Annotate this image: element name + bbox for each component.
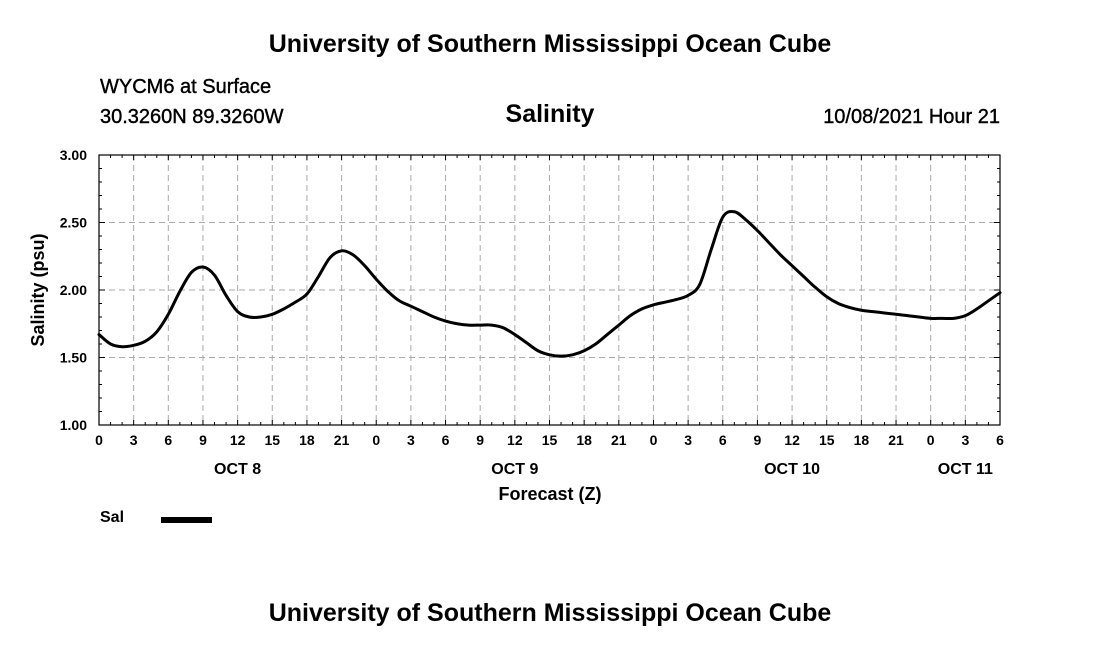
x-axis-label: Forecast (Z): [498, 484, 601, 504]
x-tick-label: 3: [407, 432, 415, 448]
x-tick-label: 18: [576, 432, 592, 448]
x-tick-label: 12: [507, 432, 523, 448]
x-tick-label: 6: [719, 432, 727, 448]
y-tick-label: 3.00: [60, 147, 87, 163]
x-tick-label: 21: [888, 432, 904, 448]
y-tick-label: 1.50: [60, 350, 87, 366]
x-tick-label: 15: [542, 432, 558, 448]
x-tick-label: 21: [611, 432, 627, 448]
axis-ticks: [98, 154, 1001, 426]
series-line-sal: [97, 209, 1002, 358]
x-tick-label: 12: [784, 432, 800, 448]
date-labels: OCT 8 OCT 9 OCT 10 OCT 11: [214, 461, 993, 478]
date-label: OCT 9: [491, 461, 538, 478]
x-tick-label: 6: [442, 432, 450, 448]
date-label: OCT 11: [938, 461, 993, 478]
x-tick-label: 18: [854, 432, 870, 448]
page-title: University of Southern Mississippi Ocean…: [268, 30, 832, 58]
date-label: OCT 10: [764, 461, 820, 478]
x-tick-label: 21: [334, 432, 350, 448]
x-tick-label: 12: [230, 432, 246, 448]
y-tick-label: 2.00: [60, 282, 87, 298]
x-tick-label: 3: [130, 432, 138, 448]
series-layer: [97, 209, 1002, 358]
x-tick-labels: 0 3 6 9 12 15 18 21 0 3 6 9 12 15 18 21 0 3 6 9 12 15 18 21 0 3 6: [95, 432, 1004, 448]
legend-label: Sal: [100, 509, 125, 526]
footer-title: University of Southern Mississippi Ocean…: [268, 599, 832, 627]
x-tick-label: 3: [684, 432, 692, 448]
station-label: WYCM6 at Surface: [100, 76, 272, 98]
x-tick-label: 3: [961, 432, 969, 448]
grid-lines: [99, 155, 1000, 425]
x-tick-label: 6: [996, 432, 1004, 448]
x-tick-label: 0: [372, 432, 380, 448]
x-tick-label: 6: [164, 432, 172, 448]
x-tick-label: 9: [199, 432, 207, 448]
x-tick-label: 9: [476, 432, 484, 448]
x-tick-label: 0: [650, 432, 658, 448]
station-coordinates: 30.3260N 89.3260W: [100, 106, 284, 128]
date-label: OCT 8: [214, 461, 261, 478]
x-tick-label: 9: [754, 432, 762, 448]
x-tick-label: 18: [299, 432, 315, 448]
legend-swatch: [161, 517, 212, 523]
y-axis-label: Salinity (psu): [28, 233, 48, 346]
x-tick-label: 0: [95, 432, 103, 448]
chart-title: Salinity: [505, 100, 595, 128]
y-tick-label: 2.50: [60, 215, 87, 231]
x-tick-label: 15: [819, 432, 835, 448]
x-tick-label: 0: [927, 432, 935, 448]
y-tick-label: 1.00: [60, 417, 87, 433]
forecast-run-time: 10/08/2021 Hour 21: [823, 106, 1000, 128]
x-tick-label: 15: [264, 432, 280, 448]
y-tick-labels: 1.00 1.50 2.00 2.50 3.00: [60, 147, 87, 433]
